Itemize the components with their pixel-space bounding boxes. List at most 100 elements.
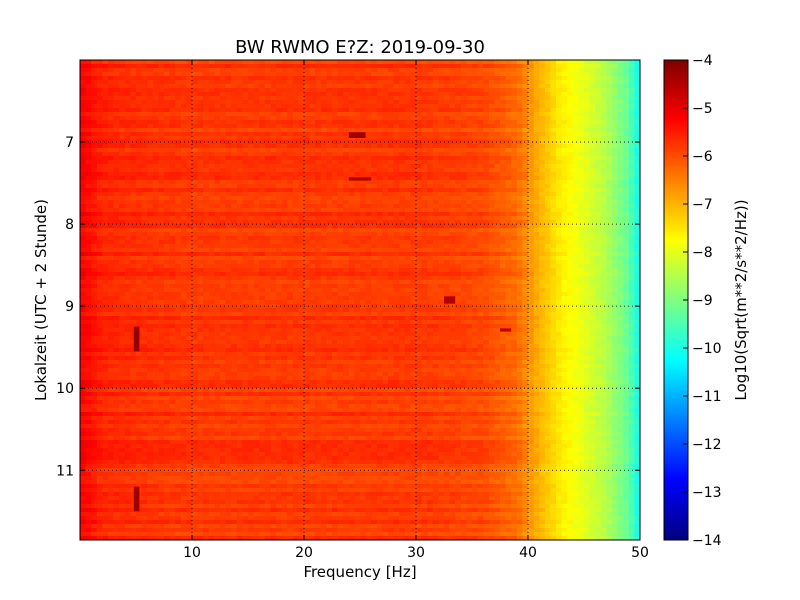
heatmap-cell [242,224,249,229]
heatmap-cell [410,60,417,65]
heatmap-cell [466,64,473,69]
heatmap-cell [236,136,243,141]
heatmap-cell [421,196,428,201]
heatmap-cell [354,216,361,221]
heatmap-cell [634,108,640,113]
heatmap-cell [371,120,378,125]
heatmap-cell [298,172,305,177]
heatmap-cell [578,152,585,157]
heatmap-cell [337,108,344,113]
heatmap-cell [259,128,266,133]
heatmap-cell [584,252,591,257]
heatmap-cell [533,248,540,253]
heatmap-cell [494,112,501,117]
heatmap-cell [472,96,479,101]
heatmap-cell [259,100,266,105]
heatmap-cell [556,76,563,81]
heatmap-cell [539,80,546,85]
heatmap-cell [483,212,490,217]
heatmap-cell [539,180,546,185]
heatmap-cell [595,176,602,181]
heatmap-cell [203,244,210,249]
heatmap-cell [376,88,383,93]
heatmap-cell [567,212,574,217]
heatmap-cell [147,128,154,133]
heatmap-cell [449,188,456,193]
heatmap-cell [539,124,546,129]
heatmap-cell [130,240,137,245]
heatmap-cell [371,228,378,233]
heatmap-cell [152,104,159,109]
heatmap-cell [432,80,439,85]
heatmap-cell [287,108,294,113]
heatmap-cell [102,160,109,165]
heatmap-cell [152,180,159,185]
heatmap-cell [175,240,182,245]
heatmap-cell [130,220,137,225]
heatmap-cell [360,180,367,185]
heatmap-cell [80,80,87,85]
heatmap-cell [460,152,467,157]
heatmap-cell [410,192,417,197]
heatmap-cell [432,228,439,233]
heatmap-cell [180,60,187,65]
heatmap-cell [186,104,193,109]
heatmap-cell [500,212,507,217]
heatmap-cell [113,180,120,185]
heatmap-cell [500,132,507,137]
heatmap-cell [567,140,574,145]
heatmap-cell [119,120,126,125]
heatmap-cell [550,140,557,145]
heatmap-cell [253,216,260,221]
heatmap-cell [343,220,350,225]
heatmap-cell [483,60,490,65]
heatmap-cell [113,160,120,165]
heatmap-cell [253,72,260,77]
heatmap-cell [276,148,283,153]
heatmap-cell [332,172,339,177]
heatmap-cell [483,236,490,241]
heatmap-cell [248,216,255,221]
heatmap-cell [600,180,607,185]
heatmap-cell [326,88,333,93]
heatmap-cell [169,188,176,193]
heatmap-cell [320,164,327,169]
heatmap-cell [371,84,378,89]
heatmap-cell [382,164,389,169]
heatmap-cell [612,176,619,181]
heatmap-cell [505,224,512,229]
heatmap-cell [628,244,635,249]
heatmap-cell [337,176,344,181]
heatmap-cell [533,224,540,229]
heatmap-cell [113,152,120,157]
heatmap-cell [186,64,193,69]
heatmap-cell [203,164,210,169]
heatmap-cell [472,80,479,85]
heatmap-cell [606,224,613,229]
heatmap-cell [500,240,507,245]
heatmap-cell [595,160,602,165]
heatmap-cell [477,212,484,217]
heatmap-cell [365,80,372,85]
heatmap-cell [175,128,182,133]
heatmap-cell [203,228,210,233]
heatmap-cell [500,156,507,161]
heatmap-cell [505,100,512,105]
heatmap-cell [225,256,232,261]
heatmap-cell [326,192,333,197]
heatmap-cell [388,124,395,129]
heatmap-cell [483,156,490,161]
heatmap-cell [628,140,635,145]
heatmap-cell [449,156,456,161]
heatmap-cell [404,72,411,77]
heatmap-cell [113,112,120,117]
heatmap-cell [147,196,154,201]
heatmap-cell [287,188,294,193]
heatmap-cell [466,128,473,133]
heatmap-cell [124,108,131,113]
heatmap-cell [80,72,87,77]
heatmap-cell [236,84,243,89]
heatmap-cell [427,104,434,109]
heatmap-cell [617,208,624,213]
heatmap-cell [432,236,439,241]
